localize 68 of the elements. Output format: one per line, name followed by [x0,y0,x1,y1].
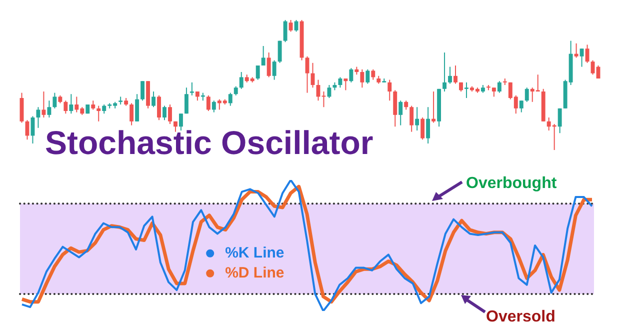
ref-line-label: Overbought [466,174,558,192]
candlestick [91,100,96,110]
candlestick [69,94,74,114]
candlestick [272,60,276,80]
candlestick [448,66,452,84]
candlestick [206,94,210,112]
candlestick [420,117,425,140]
candlestick [42,91,46,118]
candlestick [294,20,298,32]
candlestick [393,90,398,128]
candlestick [184,87,188,114]
candlestick [278,40,282,64]
candlestick [585,44,590,64]
candlestick [261,46,266,66]
candlestick [288,20,293,32]
candlestick [168,104,172,124]
candlestick [519,100,524,113]
candlestick [371,68,376,80]
candlestick [404,100,408,110]
candlestick [415,106,420,131]
candlestick [190,82,194,96]
candlestick [162,105,166,121]
candlestick [410,105,414,132]
candlestick [574,42,578,58]
candlestick [580,48,584,68]
candlestick [558,108,562,134]
candlestick [283,20,288,43]
candlestick [349,68,354,83]
candlestick [140,80,145,102]
ref-line-label: Oversold [486,308,556,325]
candlestick [464,82,468,98]
candlestick [388,79,392,102]
candlestick [157,94,161,121]
candlestick [432,91,436,124]
candlestick [497,80,502,94]
candlestick [152,91,156,108]
candlestick [234,86,238,96]
candlestick [36,106,40,128]
candlestick [590,60,595,76]
candlestick [344,78,348,91]
candlestick [398,100,403,126]
legend-label: %D Line [225,264,284,282]
candlestick [305,56,310,94]
candlestick [442,52,446,92]
candlestick [256,65,260,80]
candlestick [47,100,52,118]
candlestick [426,106,430,144]
candlestick [102,104,106,114]
candlestick [492,87,496,98]
candlestick [366,68,370,84]
candlestick [239,72,244,90]
candlestick [228,92,232,106]
candlestick [524,87,529,102]
candlestick [212,100,216,113]
candlestick [135,94,140,122]
candlestick [64,100,68,114]
candlestick [360,68,364,88]
candlestick [454,65,458,84]
text: Stochastic Oscillator [45,124,374,161]
candlestick [52,92,57,109]
candlestick [338,76,342,88]
candlestick [195,91,200,102]
candlestick [96,105,101,122]
legend-label: %K Line [225,244,284,262]
candlestick [327,84,332,98]
candlestick [178,113,183,131]
candlestick [266,52,271,78]
candlestick [130,102,134,126]
